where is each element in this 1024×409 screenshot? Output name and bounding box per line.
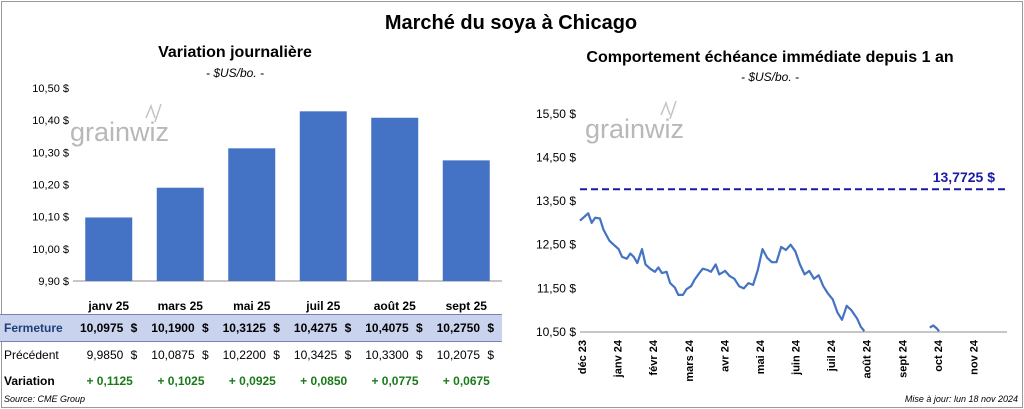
- table-row-previous: Précédent 9,9850 $ 10,0875 $ 10,2200 $ 10,3…: [0, 342, 502, 369]
- grainwiz-watermark: grainwiz: [585, 114, 684, 144]
- bar: [371, 117, 419, 281]
- y-tick-label: 14,50 $: [536, 150, 576, 164]
- bar: [442, 160, 490, 281]
- bar-chart-axis: 9,90 $ 10,00 $ 10,10 $ 10,20 $ 10,30 $ 10,40 …: [32, 83, 502, 313]
- grainwiz-logo: grainwiz: [70, 103, 169, 147]
- x-tick-label: mars 24: [684, 339, 696, 381]
- previous-value: 10,3425: [293, 348, 338, 362]
- source-note: Source: CME Group: [4, 394, 86, 404]
- variation-value: + 0,0925: [228, 374, 276, 388]
- x-tick-label: avr 24: [719, 339, 731, 372]
- y-tick-label: 10,30 $: [32, 147, 69, 159]
- line-series: [579, 212, 940, 332]
- x-tick-label: mai 24: [755, 339, 767, 374]
- y-tick-label: 10,50 $: [536, 325, 576, 339]
- x-tick-label: sept 24: [897, 339, 909, 378]
- variation-value: + 0,0775: [371, 374, 419, 388]
- close-value: 10,1900: [145, 314, 197, 342]
- bar-chart-bars: [85, 111, 490, 281]
- y-tick-label: 11,50 $: [537, 281, 576, 295]
- x-tick-label: juin 24: [791, 339, 803, 376]
- price-line: [579, 212, 866, 332]
- variation-value: + 0,0850: [300, 374, 348, 388]
- bar: [299, 111, 347, 281]
- close-value: 10,4275: [287, 314, 340, 342]
- x-tick-label: nov 24: [968, 339, 980, 375]
- row-label: Précédent: [4, 348, 59, 362]
- bar: [85, 217, 133, 281]
- previous-value: 10,2075: [436, 348, 480, 362]
- x-tick-label: août 24: [862, 339, 874, 378]
- x-tick-label: juil 24: [826, 339, 838, 372]
- x-tick-label: janv 24: [613, 339, 625, 378]
- x-tick-label: août 25: [374, 299, 416, 313]
- close-value: 10,4075: [359, 314, 411, 342]
- variation-value: + 0,0675: [442, 374, 490, 388]
- grainwiz-logo: grainwiz: [585, 100, 684, 144]
- close-value: 10,2750: [430, 314, 482, 342]
- close-value: 10,3125: [216, 314, 268, 342]
- row-label: Fermeture: [0, 314, 74, 342]
- line-chart: 10,50 $ 11,50 $ 12,50 $ 13,50 $ 14,50 $ 15,50…: [536, 100, 1007, 382]
- close-value: 10,0975: [74, 314, 126, 342]
- y-tick-label: 10,20 $: [32, 180, 69, 192]
- line-chart-title: Comportement échéance immédiate depuis 1…: [586, 49, 954, 66]
- reference-value-label: 13,7725 $: [933, 169, 995, 185]
- variation-value: + 0,1025: [157, 374, 205, 388]
- variation-value: + 0,1125: [86, 374, 133, 388]
- x-tick-label: juil 25: [305, 299, 340, 313]
- line-chart-axis: 10,50 $ 11,50 $ 12,50 $ 13,50 $ 14,50 $ 15,50…: [536, 107, 1007, 382]
- page-title: Marché du soya à Chicago: [384, 12, 638, 34]
- x-tick-label: févr 24: [648, 339, 660, 375]
- bar: [156, 187, 204, 281]
- y-tick-label: 10,50 $: [32, 83, 69, 95]
- price-table: Fermeture 10,0975 $ 10,1900 $ 10,3125 $ 10,…: [0, 314, 502, 394]
- bar-chart-unit: - $US/bo. -: [205, 66, 265, 80]
- line-chart-unit: - $US/bo. -: [740, 70, 800, 84]
- y-tick-label: 10,40 $: [32, 115, 69, 127]
- previous-value: 10,0875: [151, 348, 195, 362]
- bar-chart: 9,90 $ 10,00 $ 10,10 $ 10,20 $ 10,30 $ 10,40 …: [32, 83, 502, 313]
- y-tick-label: 15,50 $: [536, 107, 576, 121]
- previous-value: 9,9850: [86, 348, 124, 362]
- bar: [228, 148, 276, 281]
- x-tick-label: déc 23: [577, 340, 589, 374]
- table-row-variation: Variation + 0,1125 + 0,1025 + 0,0925 + 0…: [0, 368, 502, 394]
- x-tick-label: oct 24: [933, 339, 945, 372]
- x-tick-label: janv 25: [87, 299, 129, 313]
- row-label: Variation: [4, 374, 55, 388]
- grainwiz-watermark: grainwiz: [70, 117, 169, 147]
- y-tick-label: 10,10 $: [32, 212, 69, 224]
- y-tick-label: 12,50 $: [536, 238, 576, 252]
- updated-note: Mise à jour: lun 18 nov 2024: [904, 394, 1018, 404]
- y-tick-label: 9,90 $: [38, 276, 69, 288]
- bar-chart-title: Variation journalière: [158, 44, 312, 61]
- previous-value: 10,3300: [365, 348, 409, 362]
- x-tick-label: sept 25: [446, 299, 488, 313]
- previous-value: 10,2200: [222, 348, 266, 362]
- table-row-close: Fermeture 10,0975 $ 10,1900 $ 10,3125 $ 10,…: [0, 314, 502, 342]
- y-tick-label: 10,00 $: [32, 244, 69, 256]
- x-tick-label: mai 25: [233, 299, 271, 313]
- x-tick-label: mars 25: [158, 299, 204, 313]
- y-tick-label: 13,50 $: [536, 194, 576, 208]
- price-line: [929, 324, 940, 332]
